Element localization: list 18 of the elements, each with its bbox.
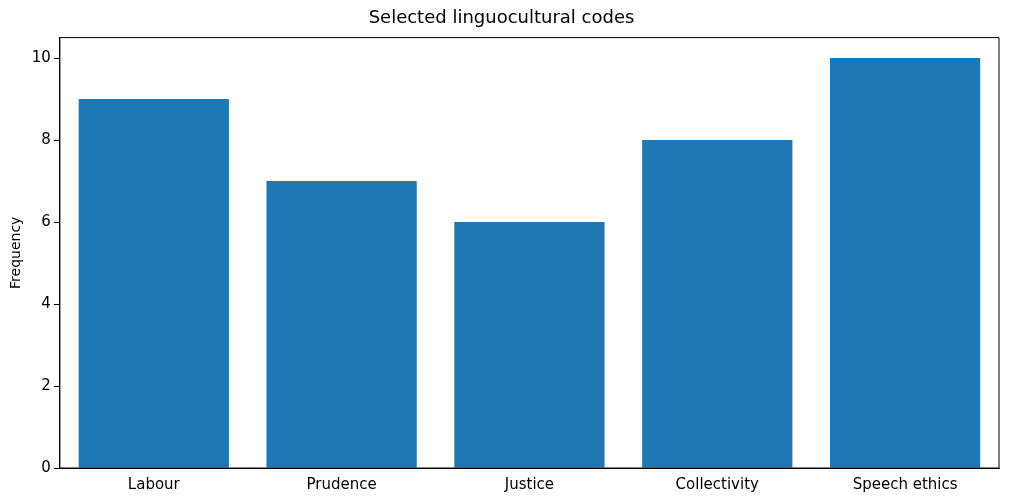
x-tick-label: Collectivity bbox=[675, 474, 760, 493]
y-tick-label: 8 bbox=[41, 129, 51, 148]
y-axis-title: Frequency bbox=[7, 216, 24, 289]
bar bbox=[454, 222, 605, 468]
x-tick-label: Speech ethics bbox=[852, 474, 958, 493]
x-tick-label: Labour bbox=[127, 474, 181, 493]
x-tick-label: Justice bbox=[503, 474, 555, 493]
x-tick-label: Prudence bbox=[306, 474, 377, 493]
chart-title: Selected linguocultural codes bbox=[368, 6, 635, 28]
y-tick-label: 0 bbox=[41, 457, 51, 476]
y-tick-label: 4 bbox=[41, 293, 51, 312]
y-tick-label: 10 bbox=[31, 47, 51, 66]
y-tick-label: 2 bbox=[41, 375, 51, 394]
bar bbox=[78, 99, 229, 468]
y-tick-label: 6 bbox=[41, 211, 51, 230]
bar bbox=[829, 58, 981, 468]
bar bbox=[266, 181, 417, 468]
bar bbox=[642, 140, 793, 468]
